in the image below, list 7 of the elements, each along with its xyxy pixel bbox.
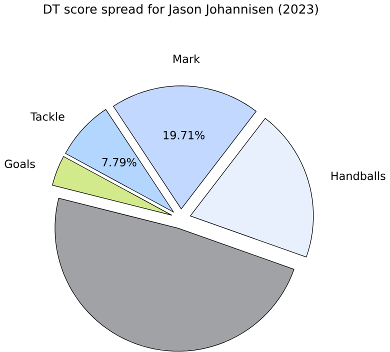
slice-label: Handballs (331, 172, 386, 180)
slice-label: Goals (4, 160, 35, 168)
data-label: 7.79% (102, 158, 136, 167)
slice-label: Mark (174, 54, 200, 64)
chart-title: DT score spread for Jason Johannisen (2023) (44, 4, 318, 16)
slice-label: Tackle (30, 112, 64, 122)
data-label: 19.71% (164, 131, 205, 140)
